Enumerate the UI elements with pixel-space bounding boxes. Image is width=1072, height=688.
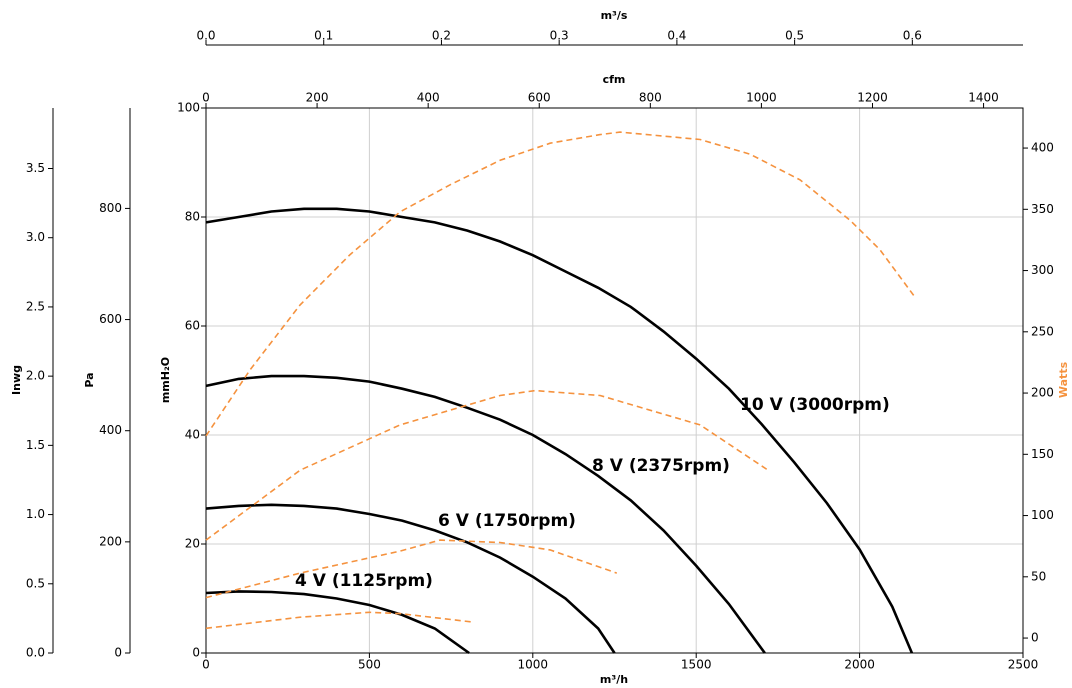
tick-label: 0.5 — [785, 29, 804, 43]
tick-label: 2000 — [844, 658, 875, 672]
tick-label: 0 — [192, 646, 200, 660]
y3-axis-title: Pa — [83, 372, 96, 387]
y4-axis-title: Inwg — [10, 365, 23, 395]
tick-label: 250 — [1031, 324, 1054, 338]
x3-axis-title: m³/s — [601, 9, 628, 22]
tick-label: 800 — [639, 91, 662, 105]
tick-label: 0 — [202, 91, 210, 105]
tick-label: 0.2 — [432, 29, 451, 43]
tick-label: 600 — [99, 312, 122, 326]
tick-label: 1000 — [746, 91, 777, 105]
tick-label: 100 — [177, 101, 200, 115]
power-curve — [205, 611, 474, 630]
tick-label: 0 — [202, 658, 210, 672]
tick-label: 0.5 — [26, 576, 45, 590]
curve-label: 6 V (1750rpm) — [438, 511, 576, 531]
tick-label: 600 — [528, 91, 551, 105]
tick-label: 40 — [185, 428, 200, 442]
tick-label: 60 — [185, 319, 200, 333]
tick-label: 400 — [1031, 141, 1054, 155]
tick-label: 800 — [99, 201, 122, 215]
power-curve — [205, 539, 618, 599]
tick-label: 2.0 — [26, 369, 45, 383]
tick-label: 0.4 — [667, 29, 686, 43]
tick-label: 350 — [1031, 202, 1054, 216]
x-axis-title: m³/h — [600, 673, 628, 686]
x2-axis-title: cfm — [603, 73, 626, 86]
tick-label: 0.3 — [550, 29, 569, 43]
tick-label: 0.6 — [903, 29, 922, 43]
tick-label: 200 — [1031, 386, 1054, 400]
y-axis-title: mmH₂O — [159, 357, 172, 403]
tick-label: 500 — [358, 658, 381, 672]
tick-label: 0 — [114, 646, 122, 660]
tick-label: 0 — [1031, 631, 1039, 645]
tick-label: 100 — [1031, 508, 1054, 522]
tick-label: 3.5 — [26, 161, 45, 175]
pressure-curve — [205, 590, 470, 655]
tick-label: 0.0 — [26, 646, 45, 660]
power-curve — [205, 389, 769, 541]
curve-label: 8 V (2375rpm) — [592, 456, 730, 476]
tick-label: 20 — [185, 537, 200, 551]
tick-label: 400 — [99, 423, 122, 437]
tick-label: 50 — [1031, 569, 1046, 583]
tick-label: 300 — [1031, 263, 1054, 277]
tick-label: 200 — [306, 91, 329, 105]
curve-label: 4 V (1125rpm) — [295, 571, 433, 591]
pressure-curve — [205, 207, 914, 654]
tick-label: 0.1 — [314, 29, 333, 43]
tick-label: 80 — [185, 210, 200, 224]
tick-label: 1400 — [968, 91, 999, 105]
y2-axis-title: Watts — [1057, 361, 1070, 398]
tick-label: 1200 — [857, 91, 888, 105]
tick-label: 400 — [417, 91, 440, 105]
power-curve — [205, 131, 916, 437]
pressure-curve — [205, 503, 616, 654]
curve-label: 10 V (3000rpm) — [740, 395, 890, 415]
tick-label: 1.5 — [26, 438, 45, 452]
tick-label: 1.0 — [26, 507, 45, 521]
tick-label: 2.5 — [26, 299, 45, 313]
tick-label: 3.0 — [26, 230, 45, 244]
tick-label: 200 — [99, 534, 122, 548]
tick-label: 150 — [1031, 447, 1054, 461]
pressure-curve — [205, 374, 766, 654]
tick-label: 0.0 — [196, 29, 215, 43]
tick-label: 2500 — [1008, 658, 1039, 672]
tick-label: 1000 — [518, 658, 549, 672]
tick-label: 1500 — [681, 658, 712, 672]
